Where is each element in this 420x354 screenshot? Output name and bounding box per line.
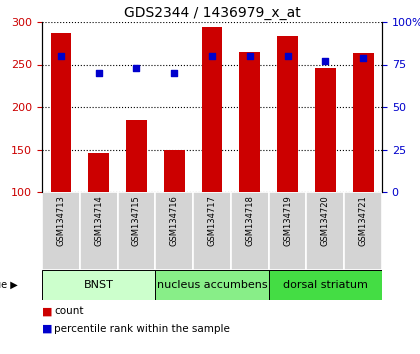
Text: GSM134718: GSM134718 <box>245 195 254 246</box>
Text: ■: ■ <box>42 307 52 316</box>
Bar <box>126 120 147 192</box>
Text: GSM134716: GSM134716 <box>170 195 179 246</box>
Bar <box>315 68 336 192</box>
Text: GSM134713: GSM134713 <box>56 195 66 246</box>
Bar <box>202 27 222 192</box>
Bar <box>42 270 155 300</box>
Bar <box>164 149 185 192</box>
Text: ■: ■ <box>42 324 52 333</box>
Bar <box>118 192 155 270</box>
Point <box>284 53 291 59</box>
Bar <box>155 192 193 270</box>
Text: GSM134717: GSM134717 <box>207 195 216 246</box>
Text: dorsal striatum: dorsal striatum <box>283 280 368 290</box>
Bar <box>231 192 269 270</box>
Text: percentile rank within the sample: percentile rank within the sample <box>54 324 230 333</box>
Text: GSM134719: GSM134719 <box>283 195 292 246</box>
Text: GSM134714: GSM134714 <box>94 195 103 246</box>
Point <box>133 65 140 71</box>
Bar <box>344 192 382 270</box>
Bar <box>155 270 269 300</box>
Point <box>171 70 178 76</box>
Title: GDS2344 / 1436979_x_at: GDS2344 / 1436979_x_at <box>123 6 300 19</box>
Bar <box>50 33 71 192</box>
Text: GSM134715: GSM134715 <box>132 195 141 246</box>
Text: count: count <box>54 307 84 316</box>
Bar <box>277 36 298 192</box>
Point <box>247 53 253 59</box>
Bar <box>80 192 118 270</box>
Bar <box>193 192 231 270</box>
Text: GSM134720: GSM134720 <box>321 195 330 246</box>
Bar <box>88 153 109 192</box>
Bar <box>239 52 260 192</box>
Bar <box>269 270 382 300</box>
Point <box>209 53 215 59</box>
Text: tissue ▶: tissue ▶ <box>0 280 18 290</box>
Bar <box>269 192 307 270</box>
Point <box>95 70 102 76</box>
Bar <box>307 192 344 270</box>
Bar <box>42 192 80 270</box>
Text: GSM134721: GSM134721 <box>359 195 368 246</box>
Point <box>360 55 367 61</box>
Point <box>58 53 64 59</box>
Bar <box>353 53 373 192</box>
Point <box>322 58 329 64</box>
Text: BNST: BNST <box>84 280 113 290</box>
Text: nucleus accumbens: nucleus accumbens <box>157 280 267 290</box>
